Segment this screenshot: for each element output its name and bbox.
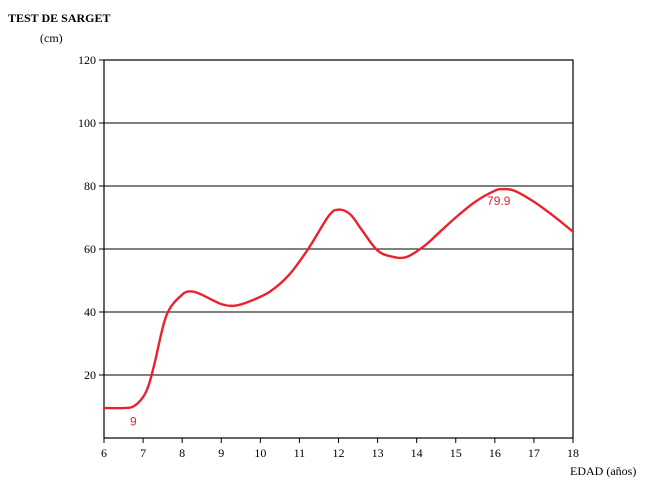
y-axis-label: (cm)	[40, 31, 63, 45]
x-tick-label: 15	[450, 446, 462, 460]
y-tick-label: 20	[84, 368, 96, 382]
x-tick-label: 10	[254, 446, 266, 460]
x-tick-label: 18	[567, 446, 579, 460]
series-line	[102, 187, 575, 410]
x-tick-label: 17	[528, 446, 540, 460]
x-tick-label: 8	[179, 446, 185, 460]
x-tick-label: 16	[489, 446, 501, 460]
y-tick-label: 100	[78, 116, 96, 130]
x-tick-label: 13	[372, 446, 384, 460]
x-tick-label: 14	[411, 446, 423, 460]
y-tick-label: 40	[84, 305, 96, 319]
x-tick-label: 12	[333, 446, 345, 460]
y-tick-label: 80	[84, 179, 96, 193]
data-labels: 979.9	[130, 194, 511, 429]
y-tick-label: 60	[84, 242, 96, 256]
series-layer	[102, 187, 575, 410]
data-label: 79.9	[487, 194, 511, 208]
axis-ticks: 20 40 60 80 100 120 6 7 8 9 10 11 12 13 14 15 16 17 18	[78, 53, 579, 460]
x-axis-label: EDAD (años)	[570, 464, 636, 478]
x-tick-label: 9	[218, 446, 224, 460]
x-tick-label: 6	[101, 446, 107, 460]
data-label: 9	[130, 415, 137, 429]
x-tick-label: 7	[140, 446, 146, 460]
x-tick-label: 11	[294, 446, 306, 460]
chart-title: TEST DE SARGET	[8, 11, 111, 25]
grid-lines	[104, 122, 573, 376]
y-tick-label: 120	[78, 53, 96, 67]
